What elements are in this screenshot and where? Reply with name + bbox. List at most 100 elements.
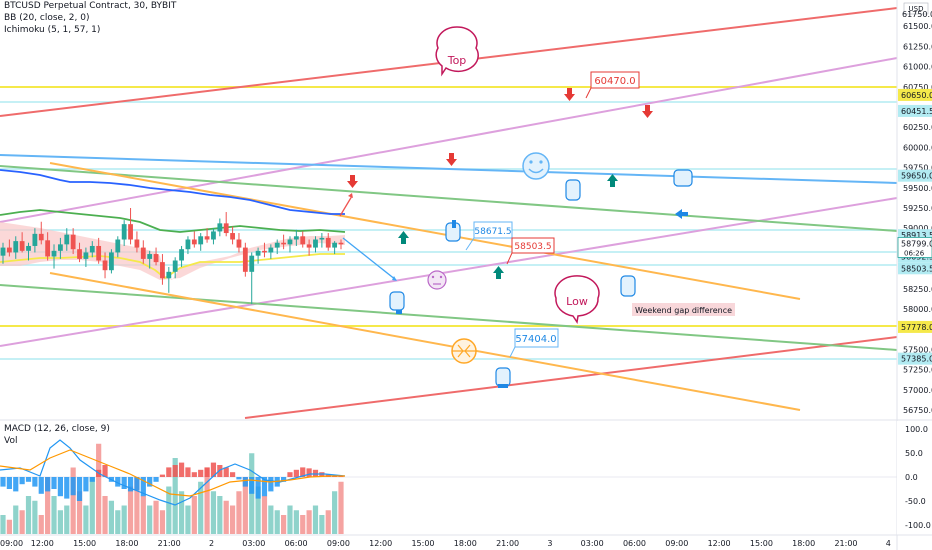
time-label: 12:00	[369, 539, 392, 548]
macd-hist-bar	[0, 477, 6, 487]
macd-hist-bar	[13, 477, 19, 492]
price-tick-label: 60000.0	[903, 143, 932, 152]
time-label: 03:00	[581, 539, 604, 548]
volume-bar	[6, 519, 12, 534]
candle-body	[0, 247, 6, 256]
callout-58503-text: 58503.5	[514, 242, 551, 252]
price-tick-label: 61500.0	[903, 22, 932, 31]
volume-bar	[325, 510, 331, 534]
time-label: 21:00	[834, 539, 857, 548]
candle-body	[13, 241, 19, 253]
macd-tick-label: -100.0	[905, 521, 931, 530]
candle-body	[274, 242, 280, 248]
macd-hist-bar	[70, 477, 76, 496]
macd-hist-bar	[32, 477, 38, 487]
candle-body	[198, 236, 204, 245]
macd-tick-label: -50.0	[905, 497, 926, 506]
projection-down-line	[342, 237, 397, 281]
projection-up-line	[339, 195, 353, 217]
target-icon	[451, 338, 477, 364]
callout-57404-text: 57404.0	[515, 334, 556, 345]
macd-hist-bar	[255, 477, 261, 499]
volume-bar	[76, 491, 83, 534]
candle-body	[109, 252, 114, 271]
pointing-hand-icon	[445, 220, 461, 242]
volume-bar	[115, 510, 121, 534]
chart-title: BTCUSD Perpetual Contract, 30, BYBIT	[4, 1, 177, 11]
time-label: 18:00	[792, 539, 815, 548]
candle-body	[115, 239, 121, 253]
currency-label-box	[903, 2, 929, 15]
candle-body	[32, 233, 38, 246]
bb-basis-line	[0, 209, 346, 233]
price-axis[interactable]: USD 61750.0 61500.0 61250.0 61000.0 60750.0…	[896, 0, 932, 550]
volume-bar	[32, 500, 38, 534]
candle-body	[166, 271, 172, 279]
macd-hist-bar	[115, 477, 121, 487]
signal-line	[0, 449, 345, 497]
candle-body	[268, 247, 274, 253]
time-label: 15:00	[411, 539, 434, 548]
bb-lower-line	[0, 253, 345, 280]
macd-hist-bar	[249, 477, 255, 494]
candle-body	[77, 249, 82, 259]
candle-body	[140, 247, 146, 259]
volume-bar	[127, 486, 134, 534]
time-label: 12:00	[708, 539, 731, 548]
gap-note-text: Weekend gap difference	[635, 306, 732, 315]
macd-indicator-label: MACD (12, 26, close, 9)	[4, 424, 110, 434]
bb-upper-line	[0, 169, 345, 215]
price-badges: 60650.060451.559650.058913.558652.558503…	[897, 88, 932, 365]
volume-bar	[64, 505, 70, 534]
volume-bar	[287, 505, 293, 534]
macd-hist-bar	[6, 477, 12, 489]
price-tick-label: 58250.0	[903, 285, 932, 294]
volume-bar	[19, 510, 25, 534]
candle-body	[45, 240, 51, 257]
volume-bar	[121, 505, 127, 534]
callout-58503-box	[511, 237, 555, 254]
price-ticks: 61500.0 61250.0 61000.0 60750.0 60250.0 60000…	[903, 22, 932, 415]
macd-hist-bar	[166, 467, 172, 477]
violet-upper-trendline	[0, 57, 898, 223]
price-badge	[898, 352, 932, 365]
up-arrow-icon	[493, 266, 504, 279]
candles-group	[0, 208, 344, 305]
candle-body	[249, 255, 255, 272]
red-lower-trendline	[244, 336, 898, 419]
macd-hist-bar	[185, 467, 191, 477]
macd-hist-bar	[102, 465, 108, 477]
volume-bar	[166, 486, 172, 534]
macd-hist-bar	[210, 462, 217, 477]
candle-body	[313, 239, 318, 248]
orange-lower-trendline	[49, 272, 801, 411]
macd-tick-label: 0.0	[905, 473, 918, 482]
time-label: 18:00	[115, 539, 138, 548]
macd-line	[0, 439, 346, 506]
green-upper-trendline	[0, 165, 898, 232]
price-tick-label: 58000.0	[903, 305, 932, 314]
macd-hist-bar	[19, 477, 25, 485]
price-tick-label: 61250.0	[903, 42, 932, 51]
price-tick-label: 61000.0	[903, 63, 932, 72]
volume-bar	[332, 491, 338, 534]
candle-body	[204, 236, 210, 240]
macd-hist-bar	[223, 467, 229, 477]
price-tick-label: 56750.0	[903, 406, 932, 415]
price-badge	[898, 320, 932, 333]
macd-axis[interactable]: 100.0 50.0 0.0 -50.0 -100.0	[897, 421, 932, 535]
time-axis[interactable]: 09:00 12:00 15:00 18:00 21:00 2 03:00 06:00 09:0…	[0, 539, 891, 548]
candle-body	[160, 262, 165, 279]
volume-bar	[261, 496, 268, 534]
volume-bar	[319, 515, 325, 534]
price-tick-label: 59250.0	[903, 204, 932, 213]
currency-label: USD	[909, 5, 924, 13]
macd-hist-bar	[198, 469, 204, 477]
macd-hist-bar	[147, 477, 153, 487]
candle-body	[147, 254, 153, 259]
macd-hist-bar	[127, 477, 134, 492]
pointing-hand-icon	[389, 291, 405, 314]
price-badge-label: 58503.5	[901, 264, 932, 273]
pointing-hand-icon	[620, 275, 636, 297]
